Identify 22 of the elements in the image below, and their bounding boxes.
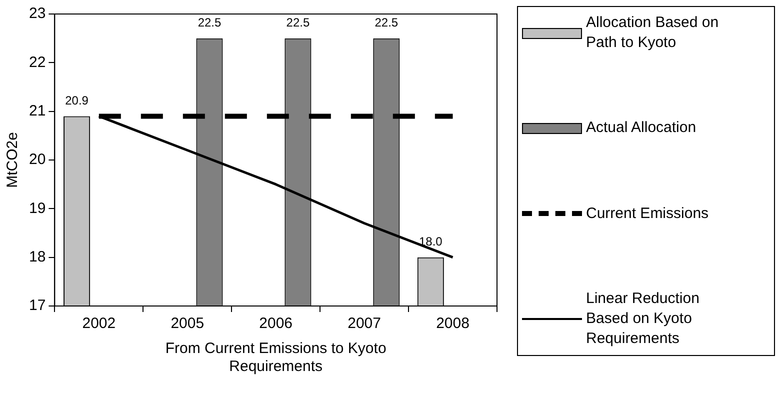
y-tick-label: 20 [28, 151, 46, 168]
data-label: 22.5 [286, 16, 310, 30]
y-tick-label: 22 [28, 54, 46, 71]
x-tick-label: 2005 [170, 315, 204, 332]
y-tick-label: 17 [28, 297, 46, 314]
y-axis-title: MtCO2e [4, 132, 22, 188]
data-label: 20.9 [65, 94, 89, 108]
x-tick-label: 2002 [82, 315, 116, 332]
legend-label: Allocation Based on Path to Kyoto [586, 13, 720, 53]
y-tick-label: 21 [28, 102, 46, 120]
x-tick-label: 2008 [436, 315, 470, 332]
y-tick-label: 18 [28, 248, 46, 266]
x-axis-title: From Current Emissions to Kyoto Requirements [165, 340, 386, 376]
data-label: 22.5 [198, 16, 222, 30]
legend-label: Actual Allocation [586, 118, 698, 138]
x-tick-label: 2007 [348, 315, 381, 332]
y-tick-label: 23 [28, 5, 46, 22]
data-label: 22.5 [374, 16, 398, 30]
x-tick-label: 2006 [259, 315, 293, 332]
legend-label: Linear Reduction Based on Kyoto Requirements [586, 288, 700, 349]
legend-label: Current Emissions [586, 204, 710, 224]
y-tick-label: 19 [28, 200, 46, 217]
